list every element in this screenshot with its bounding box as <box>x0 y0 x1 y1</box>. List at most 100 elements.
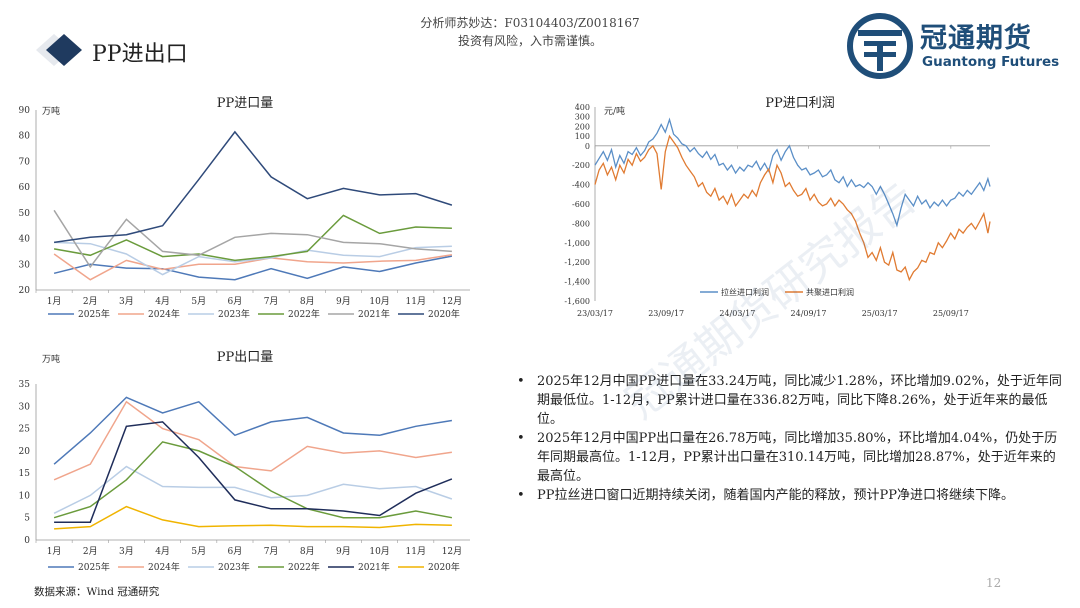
analyst-line: 分析师苏妙达：F03104403/Z0018167 <box>420 16 640 30</box>
y-tick-label: 15 <box>19 469 31 479</box>
commentary-item: PP拉丝进口窗口近期持续关闭，随着国内产能的释放，预计PP净进口将继续下降。 <box>515 486 1063 505</box>
legend-label: 2021年 <box>358 308 390 320</box>
page-title: PP进出口 <box>92 42 188 67</box>
series-line-2023 <box>53 465 453 514</box>
import-chart-title: PP进口量 <box>216 96 274 111</box>
y-tick-label: -1,400 <box>564 278 590 287</box>
y-tick-label: 40 <box>19 235 31 245</box>
y-tick-label: 10 <box>19 491 31 501</box>
y-tick-label: -400 <box>572 181 590 190</box>
y-tick-label: 0 <box>24 536 30 546</box>
series-line-2022 <box>53 441 453 519</box>
x-tick-label: 9月 <box>336 546 351 557</box>
x-tick-label: 1月 <box>47 296 62 307</box>
series-line-2022 <box>53 214 452 262</box>
x-tick-label: 7月 <box>264 546 279 557</box>
y-tick-label: -1,200 <box>564 258 590 267</box>
import-chart-unit: 万吨 <box>42 107 61 117</box>
y-tick-label: 90 <box>19 106 31 116</box>
x-tick-label: 24/09/17 <box>791 309 827 318</box>
y-tick-label: -800 <box>572 219 590 228</box>
x-tick-label: 11月 <box>406 546 426 557</box>
legend-label: 2021年 <box>358 561 390 573</box>
legend-label: 2022年 <box>288 561 320 573</box>
y-tick-label: 25 <box>19 425 31 435</box>
legend-label: 2023年 <box>218 561 250 573</box>
x-tick-label: 9月 <box>336 296 351 307</box>
commentary-item: 2025年12月中国PP进口量在33.24万吨，同比减少1.28%，环比增加9.… <box>515 372 1063 429</box>
x-tick-label: 12月 <box>442 296 462 307</box>
legend-label: 2025年 <box>78 561 110 573</box>
export-volume-chart: 0 5 10 15 20 25 30 35 1月 2月 3月 4月 5月 6月 7月 8月 9月 10月 11月 12… <box>19 380 470 573</box>
y-tick-label: 80 <box>19 132 31 142</box>
profit-chart-title: PP进口利润 <box>765 96 835 111</box>
x-tick-label: 5月 <box>191 546 206 557</box>
x-tick-label: 1月 <box>47 546 62 557</box>
logo-text-en: Guantong Futures <box>922 54 1060 70</box>
y-tick-label: 400 <box>575 103 590 112</box>
y-tick-label: -1,600 <box>564 297 590 306</box>
logo-text-cn: 冠通期货 <box>920 23 1032 54</box>
legend-label: 拉丝进口利润 <box>721 287 769 297</box>
series-line-2023 <box>54 241 452 276</box>
header-analyst-info: 分析师苏妙达：F03104403/Z0018167 投资有风险，入市需谨慎。 <box>330 14 730 50</box>
series-line-2020 <box>53 130 453 244</box>
x-tick-label: 25/03/17 <box>862 309 898 318</box>
data-source-note: 数据来源：Wind 冠通研究 <box>34 586 160 598</box>
x-tick-label: 2月 <box>83 296 98 307</box>
series-line-gongju <box>594 134 991 282</box>
legend-label: 2020年 <box>428 308 460 320</box>
legend-label: 2022年 <box>288 308 320 320</box>
title-diamond-icon <box>46 34 82 66</box>
y-tick-label: 50 <box>19 209 31 219</box>
y-tick-label: 300 <box>575 113 590 122</box>
profit-chart-unit: 元/吨 <box>604 107 626 117</box>
y-tick-label: 0 <box>585 142 590 151</box>
y-tick-label: 30 <box>19 402 31 412</box>
title-decoration <box>36 34 82 66</box>
x-tick-label: 8月 <box>300 546 315 557</box>
export-chart-unit: 万吨 <box>42 355 61 365</box>
commentary-list: 2025年12月中国PP进口量在33.24万吨，同比减少1.28%，环比增加9.… <box>515 372 1063 505</box>
x-tick-label: 8月 <box>300 296 315 307</box>
x-tick-label: 24/03/17 <box>719 309 755 318</box>
legend-label: 2020年 <box>428 561 460 573</box>
page-number: 12 <box>986 576 1002 590</box>
company-logo-icon <box>847 13 913 79</box>
disclaimer-line: 投资有风险，入市需谨慎。 <box>457 34 602 48</box>
export-chart-title: PP出口量 <box>216 350 274 365</box>
y-tick-label: -600 <box>572 200 590 209</box>
series-line-2025 <box>53 396 453 465</box>
y-tick-label: -200 <box>572 161 590 170</box>
legend-label: 2024年 <box>148 561 180 573</box>
x-tick-label: 6月 <box>228 546 243 557</box>
series-line-2024 <box>53 253 453 281</box>
y-tick-label: 100 <box>575 132 590 141</box>
series-line-2021_export <box>54 421 453 523</box>
x-tick-label: 25/09/17 <box>933 309 969 318</box>
legend-label: 共聚进口利润 <box>806 287 854 297</box>
x-tick-label: 5月 <box>191 296 206 307</box>
x-tick-label: 4月 <box>155 296 170 307</box>
series-line-2021 <box>53 209 452 269</box>
legend-label: 2025年 <box>78 308 110 320</box>
series-line-2020_export <box>54 505 452 530</box>
legend-label: 2023年 <box>218 308 250 320</box>
import-volume-chart: 20 30 40 50 60 70 80 90 1月 2月 3月 4月 5月 6月 7月 8月 9月 10月 11月… <box>19 106 470 320</box>
y-tick-label: 200 <box>575 122 590 131</box>
y-tick-label: 20 <box>19 447 31 457</box>
x-tick-label: 23/09/17 <box>648 309 684 318</box>
series-line-lasi <box>594 117 991 228</box>
x-tick-label: 6月 <box>228 296 243 307</box>
commentary-item: 2025年12月中国PP出口量在26.78万吨，同比增加35.80%，环比增加4… <box>515 429 1063 486</box>
y-tick-label: 5 <box>24 514 30 524</box>
x-tick-label: 10月 <box>369 546 389 557</box>
legend-label: 2024年 <box>148 308 180 320</box>
x-tick-label: 10月 <box>369 296 389 307</box>
series-line-2024 <box>53 400 453 481</box>
y-tick-label: 20 <box>19 286 31 296</box>
x-tick-label: 4月 <box>155 546 170 557</box>
x-tick-label: 12月 <box>442 546 462 557</box>
x-tick-label: 11月 <box>406 296 426 307</box>
